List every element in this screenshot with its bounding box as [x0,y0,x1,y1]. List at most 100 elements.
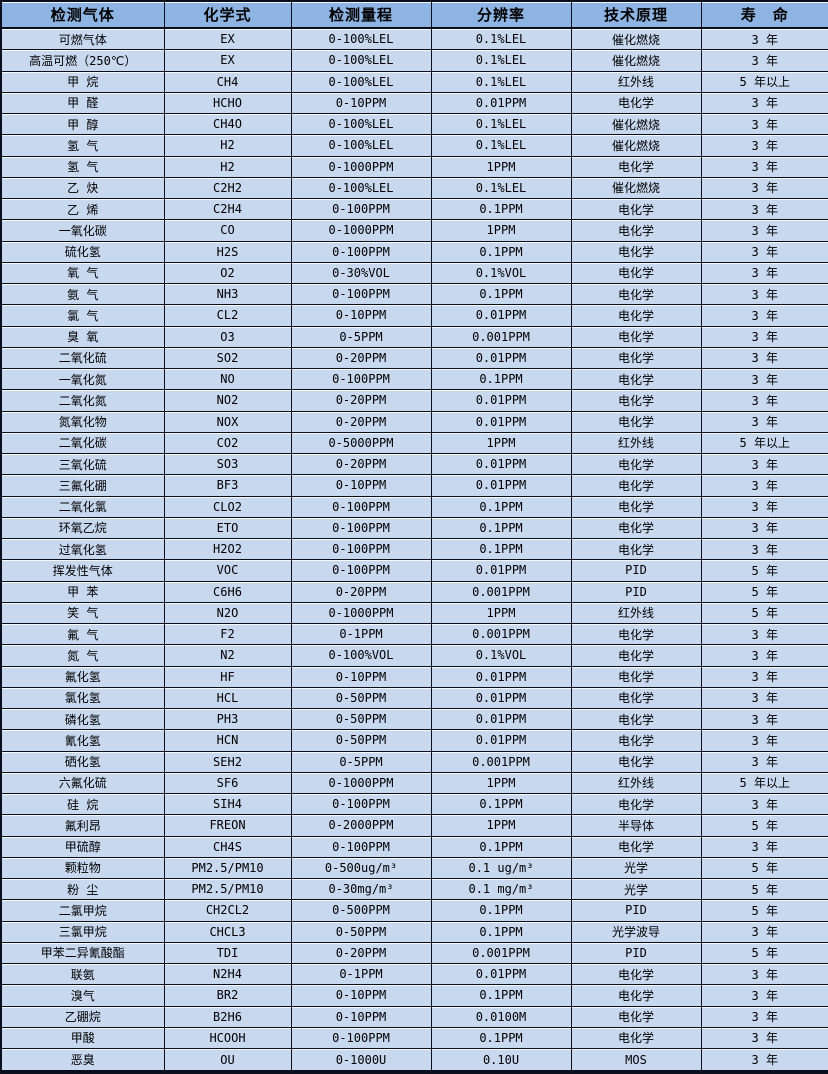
table-row: 硒化氢 SEH2 0-5PPM 0.001PPM 电化学 3 年 [0,750,828,773]
table-cell: 3 年 [700,835,828,858]
table-row: 氰化氢 HCN 0-50PPM 0.01PPM 电化学 3 年 [0,729,828,752]
table-cell: 0.1PPM [430,1026,572,1050]
table-cell: SO2 [163,346,292,370]
table-cell: 六氟化硫 [0,771,165,795]
table-cell: O3 [163,325,292,348]
table-cell: 3 年 [700,686,828,710]
table-row: 甲苯二异氰酸酯 TDI 0-20PPM 0.001PPM PID 5 年 [0,941,828,965]
table-cell: 0.1PPM [430,793,572,816]
table-cell: 电化学 [570,984,702,1007]
table-cell: 甲 醇 [0,113,165,136]
table-cell: 3 年 [700,389,828,412]
table-cell: 3 年 [700,538,828,561]
table-cell: 3 年 [700,1005,828,1028]
table-cell: PM2.5/PM10 [163,878,292,901]
table-cell: 0-100%LEL [290,134,432,157]
table-cell: 氯化氢 [0,686,165,710]
table-cell: 0-1PPM [290,623,432,646]
table-cell: 挥发性气体 [0,559,165,582]
table-cell: N2O [163,601,292,625]
table-cell: 0-1000PPM [290,771,432,795]
table-cell: CHCL3 [163,920,292,943]
table-cell: 1PPM [430,601,572,625]
table-cell: 联氨 [0,963,165,986]
table-row: 二氧化氮 NO2 0-20PPM 0.01PPM 电化学 3 年 [0,389,828,412]
table-cell: 0-100PPM [290,835,432,858]
table-cell: 电化学 [570,346,702,370]
table-cell: 0-100%LEL [290,113,432,136]
table-cell: 0.1PPM [430,538,572,561]
table-cell: CH4 [163,70,292,93]
table-cell: NO2 [163,389,292,412]
table-cell: 0-20PPM [290,346,432,370]
table-cell: HCL [163,686,292,710]
table-cell: 甲硫醇 [0,835,165,858]
table-cell: ETO [163,516,292,540]
table-cell: 氮 气 [0,644,165,667]
table-row: 二氯甲烷 CH2CL2 0-500PPM 0.1PPM PID 5 年 [0,899,828,922]
table-cell: CO [163,219,292,242]
table-cell: 催化燃烧 [570,113,702,136]
column-header-2: 化学式 [163,0,292,29]
table-row: 三氧化硫 SO3 0-20PPM 0.01PPM 电化学 3 年 [0,453,828,476]
table-cell: 二氯甲烷 [0,899,165,922]
table-cell: 1PPM [430,219,572,242]
table-cell: 催化燃烧 [570,134,702,157]
table-cell: 5 年 [700,580,828,603]
table-cell: 电化学 [570,155,702,178]
table-cell: NH3 [163,283,292,306]
table-row: 甲酸 HCOOH 0-100PPM 0.1PPM 电化学 3 年 [0,1026,828,1050]
table-cell: 粉 尘 [0,878,165,901]
table-row: 氢 气 H2 0-1000PPM 1PPM 电化学 3 年 [0,155,828,178]
table-cell: 3 年 [700,623,828,646]
table-cell: 电化学 [570,389,702,412]
table-cell: 颗粒物 [0,856,165,880]
table-cell: 氟 气 [0,623,165,646]
table-cell: 0-100%LEL [290,27,432,51]
table-cell: 0.001PPM [430,325,572,348]
table-cell: 电化学 [570,793,702,816]
table-cell: 0-100PPM [290,559,432,582]
table-cell: CH4O [163,113,292,136]
table-cell: 3 年 [700,708,828,731]
table-cell: 电化学 [570,453,702,476]
table-cell: 0-100PPM [290,538,432,561]
table-cell: 0-2000PPM [290,814,432,837]
table-cell: 3 年 [700,155,828,178]
table-cell: 3 年 [700,963,828,986]
table-cell: CH2CL2 [163,899,292,922]
table-cell: 0.1%LEL [430,49,572,72]
table-row: 粉 尘 PM2.5/PM10 0-30mg/m³ 0.1 mg/m³ 光学 5 年 [0,878,828,901]
table-cell: 0-30mg/m³ [290,878,432,901]
table-row: 一氧化碳 CO 0-1000PPM 1PPM 电化学 3 年 [0,219,828,242]
table-row: 氟化氢 HF 0-10PPM 0.01PPM 电化学 3 年 [0,665,828,688]
table-cell: 5 年 [700,856,828,880]
table-header-row: 检测气体 化学式 检测量程 分辨率 技术原理寿 命 [0,0,828,29]
table-cell: 红外线 [570,70,702,93]
table-cell: NO [163,368,292,391]
table-cell: C2H2 [163,176,292,200]
table-cell: 电化学 [570,835,702,858]
table-row: 三氯甲烷 CHCL3 0-50PPM 0.1PPM 光学波导 3 年 [0,920,828,943]
table-cell: 0.01PPM [430,708,572,731]
table-cell: 二氧化氯 [0,495,165,518]
table-cell: CLO2 [163,495,292,518]
table-cell: 0.01PPM [430,91,572,115]
table-cell: PM2.5/PM10 [163,856,292,880]
table-cell: 0-100PPM [290,793,432,816]
table-cell: 0-1000PPM [290,155,432,178]
table-cell: 3 年 [700,346,828,370]
table-row: 氢 气 H2 0-100%LEL 0.1%LEL 催化燃烧 3 年 [0,134,828,157]
table-cell: 光学 [570,878,702,901]
table-cell: 0.1%VOL [430,644,572,667]
table-cell: 电化学 [570,1005,702,1028]
table-cell: 0-100PPM [290,1026,432,1050]
table-cell: 0.0100M [430,1005,572,1028]
table-row: 甲 醛 HCHO 0-10PPM 0.01PPM 电化学 3 年 [0,91,828,115]
table-row: 氯化氢 HCL 0-50PPM 0.01PPM 电化学 3 年 [0,686,828,710]
table-cell: 5 年 [700,559,828,582]
table-cell: 3 年 [700,283,828,306]
table-cell: 0-50PPM [290,686,432,710]
table-cell: 红外线 [570,771,702,795]
table-row: 氯 气 CL2 0-10PPM 0.01PPM 电化学 3 年 [0,304,828,327]
